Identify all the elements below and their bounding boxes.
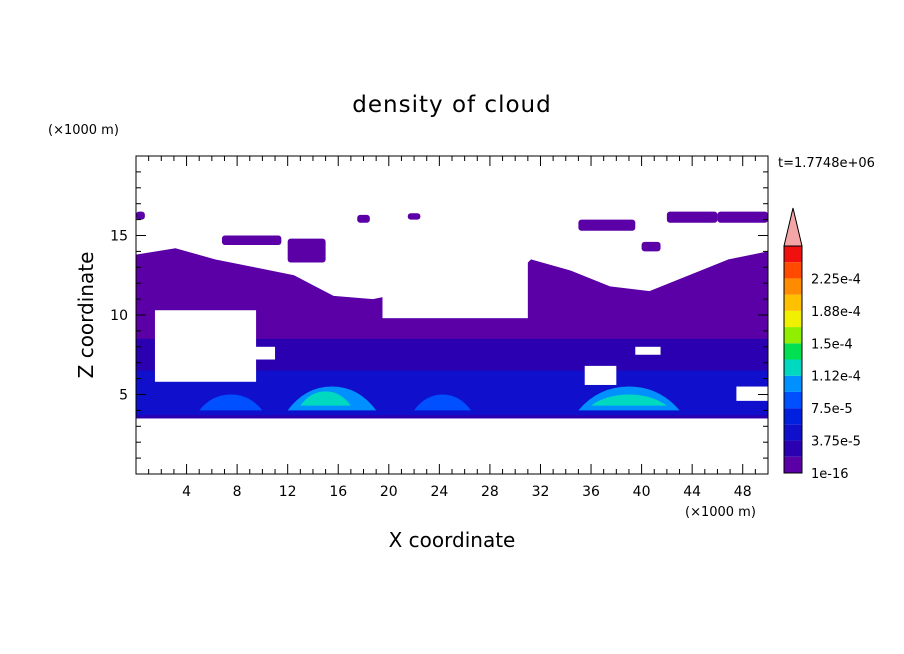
colorbar-segment	[784, 424, 802, 441]
x-tick-label: 12	[279, 484, 297, 500]
no-data-gap	[154, 310, 257, 382]
x-tick-label: 16	[329, 484, 347, 500]
colorbar-extend-arrow	[783, 207, 803, 247]
colorbar-segment	[784, 327, 802, 344]
colorbar-segment	[784, 294, 802, 311]
x-tick-label: 28	[481, 484, 499, 500]
colorbar-segment	[784, 408, 802, 425]
colorbar-tick-label: 3.75e-5	[811, 435, 861, 450]
density-region	[414, 394, 471, 411]
colorbar-segment	[784, 375, 802, 392]
cloud-fragment	[357, 214, 370, 223]
cloud-fragment	[641, 241, 661, 252]
x-tick-label: 32	[532, 484, 550, 500]
colorbar-tick-label: 1e-16	[811, 467, 849, 482]
chart-title: density of cloud	[352, 92, 551, 118]
cloud-fragment	[717, 211, 768, 223]
density-region	[300, 391, 351, 406]
x-tick-label: 24	[430, 484, 448, 500]
colorbar-tick-label: 1.12e-4	[811, 370, 861, 385]
colorbar-tick-label: 2.25e-4	[811, 272, 861, 287]
y-axis-ticks: 5 10 15	[110, 171, 768, 459]
colorbar-segment	[784, 456, 802, 473]
no-data-gap	[211, 346, 276, 360]
x-tick-label: 48	[734, 484, 752, 500]
time-label: t=1.7748e+06	[778, 156, 875, 171]
cloud-fragment	[221, 235, 282, 246]
cloud-fragment	[136, 211, 145, 220]
colorbar-segment	[784, 343, 802, 360]
colorbar-segment	[784, 359, 802, 376]
cloud-fragment	[578, 219, 636, 231]
no-data-gap	[584, 365, 617, 385]
colorbar-tick-label: 1.5e-4	[811, 337, 853, 352]
y-tick-label: 5	[119, 388, 128, 404]
no-data-gap	[382, 243, 528, 319]
y-tick-label: 15	[110, 229, 128, 245]
y-tick-label: 10	[110, 308, 128, 324]
colorbar-frame	[783, 245, 803, 474]
cloud-fragment	[666, 211, 718, 223]
colorbar-segment	[784, 310, 802, 328]
x-tick-label: 44	[683, 484, 701, 500]
cloud-fragment	[407, 213, 421, 220]
y-unit-label: (×1000 m)	[48, 123, 119, 138]
x-tick-label: 4	[182, 484, 191, 500]
x-tick-label: 20	[380, 484, 398, 500]
density-field	[136, 211, 768, 419]
colorbar: 1e-16 3.75e-5 7.5e-5 1.12e-4 1.5e-4 1.88e-4 2.…	[783, 207, 861, 482]
colorbar-segment	[784, 391, 802, 409]
x-tick-label: 8	[233, 484, 242, 500]
x-axis-ticks: 4 8 12 16 20 24 28 32 36 40 44 48	[148, 156, 756, 500]
no-data-gap	[635, 346, 661, 355]
colorbar-segment	[784, 246, 802, 263]
density-region	[591, 394, 667, 406]
colorbar-segment	[784, 262, 802, 279]
colorbar-segment	[784, 278, 802, 295]
colorbar-tick-label: 1.88e-4	[811, 305, 861, 320]
density-region	[199, 394, 263, 411]
x-axis-label: X coordinate	[389, 528, 516, 552]
x-tick-label: 40	[633, 484, 651, 500]
y-axis-label: Z coordinate	[74, 252, 98, 379]
no-data-gap	[736, 386, 768, 401]
colorbar-segment	[784, 440, 802, 457]
x-tick-label: 36	[582, 484, 600, 500]
x-unit-label: (×1000 m)	[685, 505, 756, 520]
colorbar-tick-label: 7.5e-5	[811, 402, 853, 417]
cloud-fragment	[287, 238, 326, 263]
